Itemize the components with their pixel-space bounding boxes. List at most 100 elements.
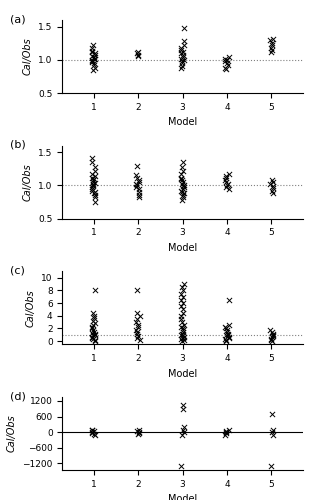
Point [179, 336, 184, 344]
Point [136, 428, 141, 436]
Point [89, 170, 94, 177]
Point [136, 426, 141, 434]
Point [270, 190, 275, 198]
Point [271, 332, 275, 340]
Point [136, 176, 141, 184]
Point [179, 318, 184, 326]
Point [270, 182, 275, 190]
Y-axis label: Cal/Obs: Cal/Obs [7, 414, 17, 453]
Point [89, 56, 94, 64]
Point [90, 428, 95, 436]
Point [269, 176, 274, 184]
Point [89, 430, 94, 438]
Point [134, 318, 139, 326]
Point [224, 182, 229, 190]
Point [93, 188, 98, 196]
Point [180, 57, 185, 65]
Point [182, 41, 187, 49]
Point [90, 174, 95, 182]
Point [223, 336, 228, 344]
Point [90, 185, 95, 193]
Point [223, 332, 228, 340]
Point [90, 44, 95, 52]
Point [136, 323, 141, 331]
Point [181, 332, 186, 340]
Point [92, 49, 97, 57]
Point [134, 427, 139, 435]
Point [90, 46, 95, 54]
Point [179, 431, 184, 439]
Point [180, 176, 185, 184]
Point [224, 65, 229, 73]
Point [90, 187, 95, 195]
Point [268, 44, 273, 52]
Point [180, 283, 185, 291]
Point [93, 50, 98, 58]
Point [181, 184, 186, 192]
Point [90, 158, 95, 166]
Point [268, 36, 273, 44]
Point [180, 299, 185, 307]
Point [136, 188, 141, 196]
Point [92, 336, 97, 344]
Point [92, 53, 97, 61]
Y-axis label: Cal/Obs: Cal/Obs [23, 164, 33, 201]
Point [92, 61, 97, 69]
Point [178, 302, 183, 310]
Point [180, 48, 185, 56]
Y-axis label: Cal/Obs: Cal/Obs [23, 38, 33, 76]
Point [181, 326, 186, 334]
Point [93, 194, 98, 202]
Point [90, 41, 95, 49]
Point [182, 38, 187, 46]
Point [223, 64, 228, 72]
Point [92, 179, 97, 187]
Point [180, 182, 185, 190]
Point [178, 44, 183, 52]
Point [179, 62, 184, 70]
Point [181, 185, 186, 193]
Point [225, 326, 230, 334]
Point [91, 326, 96, 334]
Point [179, 59, 184, 67]
Point [226, 170, 231, 177]
Point [179, 163, 184, 171]
Point [180, 401, 185, 409]
Point [180, 336, 185, 344]
Point [178, 187, 183, 195]
Point [134, 308, 139, 316]
Point [269, 462, 274, 470]
X-axis label: Model: Model [168, 118, 197, 128]
Text: (b): (b) [10, 140, 25, 150]
Point [91, 328, 96, 336]
Point [179, 290, 184, 298]
Point [179, 315, 184, 323]
Point [224, 174, 229, 182]
Point [136, 430, 141, 438]
Point [226, 296, 231, 304]
Point [92, 198, 97, 206]
Point [270, 428, 275, 436]
Point [135, 182, 140, 190]
Point [135, 332, 140, 340]
Point [270, 330, 275, 338]
Point [271, 331, 275, 339]
Point [93, 64, 98, 72]
Point [181, 191, 186, 199]
Point [181, 334, 186, 342]
Point [92, 331, 97, 339]
Point [226, 322, 231, 330]
Point [226, 53, 231, 61]
Point [179, 296, 184, 304]
Point [90, 66, 95, 74]
Point [179, 196, 184, 204]
Point [223, 178, 228, 186]
Point [270, 46, 275, 54]
Point [227, 426, 232, 434]
Point [181, 428, 186, 436]
Point [179, 462, 184, 469]
Point [93, 286, 98, 294]
Point [269, 38, 274, 46]
Point [270, 187, 275, 195]
Point [181, 306, 186, 314]
